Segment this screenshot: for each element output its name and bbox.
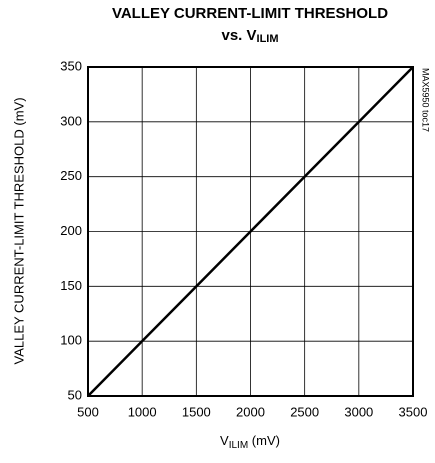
chart-title: VALLEY CURRENT-LIMIT THRESHOLD [112, 5, 388, 22]
plot-frame [87, 66, 414, 397]
chart-title: vs. VILIM [221, 27, 278, 45]
x-tick-label: 2000 [236, 404, 265, 419]
x-label-sub: ILIM [229, 440, 248, 451]
y-tick-label: 350 [60, 58, 82, 73]
data-line [87, 66, 414, 397]
x-axis-label: VILIM (mV) [220, 433, 280, 450]
y-axis-label: VALLEY CURRENT-LIMIT THRESHOLD (mV) [11, 97, 26, 364]
x-tick-label: 3500 [399, 404, 428, 419]
x-tick-label: 3000 [344, 404, 373, 419]
title-part: vs. V [221, 27, 256, 44]
x-tick-label: 1500 [182, 404, 211, 419]
y-tick-label: 250 [60, 168, 82, 183]
x-tick-label: 1000 [128, 404, 157, 419]
title-sub: ILIM [257, 33, 279, 45]
annotation: MAX5950 toc17 [421, 68, 431, 132]
y-tick-label: 300 [60, 113, 82, 128]
x-tick-label: 2500 [290, 404, 319, 419]
x-label-unit: (mV) [248, 433, 280, 448]
x-label-part: V [220, 433, 229, 448]
x-tick-label: 500 [77, 404, 99, 419]
y-tick-label: 200 [60, 223, 82, 238]
y-tick-label: 100 [60, 333, 82, 348]
y-tick-label: 50 [68, 387, 82, 402]
y-tick-label: 150 [60, 278, 82, 293]
